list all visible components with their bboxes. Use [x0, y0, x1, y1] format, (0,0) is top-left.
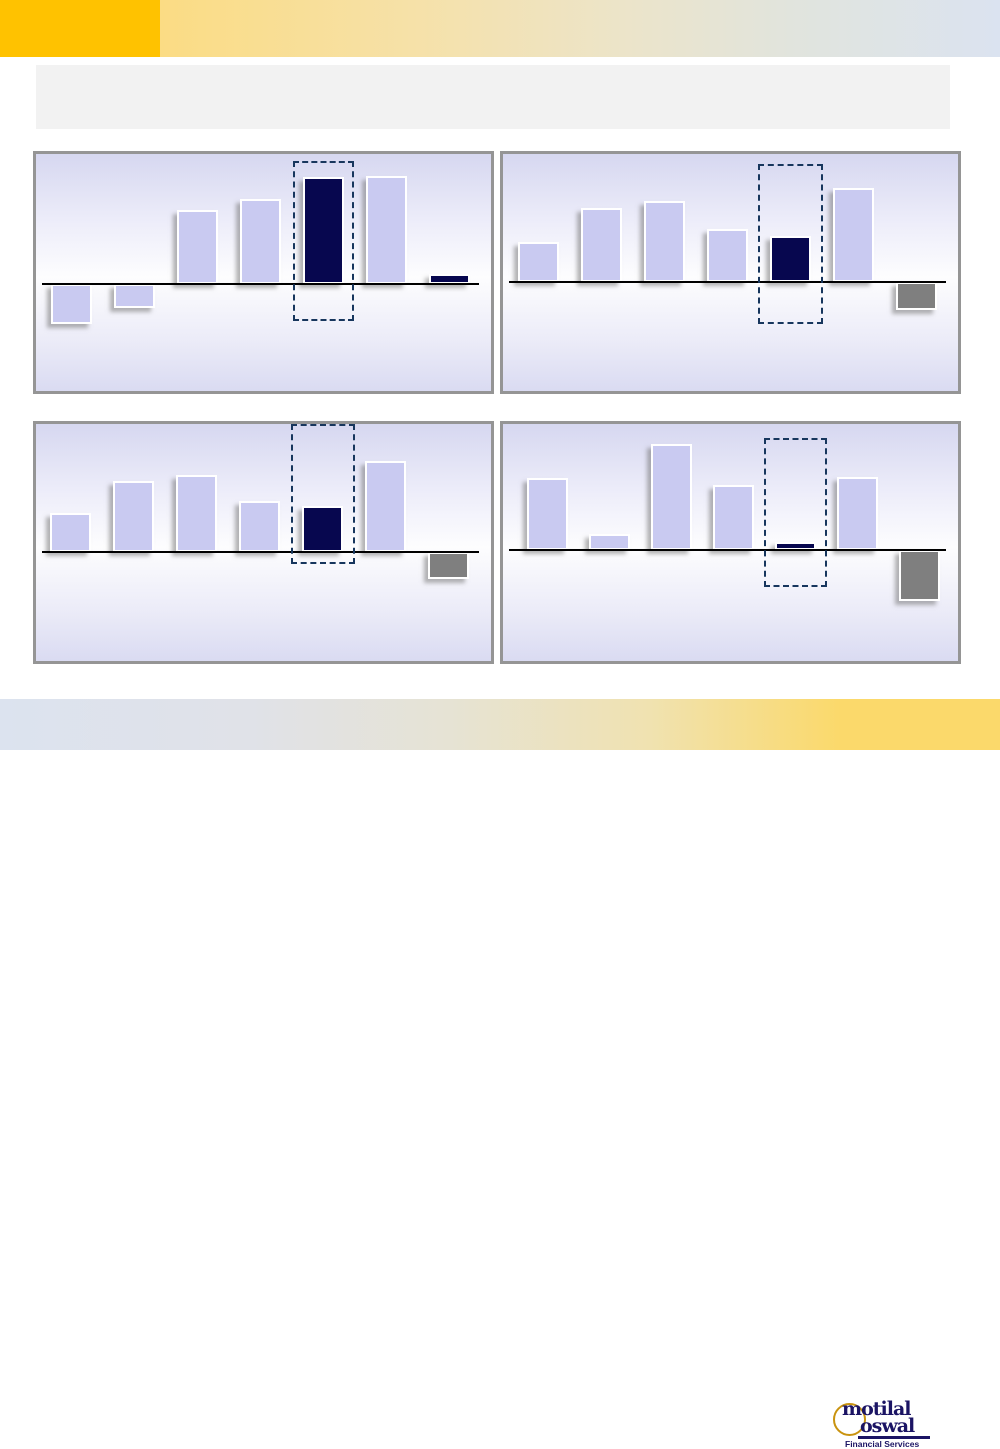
footer-band: motilal oswal Financial Services	[0, 699, 1000, 1449]
chart-plot-area	[36, 424, 491, 661]
axis-baseline	[42, 551, 479, 553]
logo-text-line2: oswal	[860, 1415, 915, 1437]
chart-plot-area	[503, 154, 958, 391]
bar-3-light[interactable]	[644, 201, 685, 282]
bar-3-light[interactable]	[176, 475, 217, 552]
bar-chart-panel-top-right[interactable]	[500, 151, 961, 394]
bar-4-light[interactable]	[240, 199, 281, 284]
bar-6-light[interactable]	[837, 477, 878, 550]
bar-3-light[interactable]	[651, 444, 692, 550]
bar-1-light[interactable]	[51, 284, 92, 324]
header-band	[0, 0, 1000, 57]
bar-6-light[interactable]	[365, 461, 406, 552]
selection-dashed-box	[293, 161, 354, 321]
title-placeholder[interactable]	[36, 65, 950, 129]
bar-4-light[interactable]	[707, 229, 748, 282]
motilal-oswal-logo: motilal oswal Financial Services	[833, 1400, 941, 1449]
axis-baseline	[42, 283, 479, 285]
bar-chart-panel-bottom-right[interactable]	[500, 421, 961, 664]
bar-chart-panel-top-left[interactable]	[33, 151, 494, 394]
selection-dashed-box	[758, 164, 823, 324]
bar-3-light[interactable]	[177, 210, 218, 284]
bar-7-gray[interactable]	[428, 552, 469, 579]
bar-2-light[interactable]	[581, 208, 622, 282]
bar-4-light[interactable]	[239, 501, 280, 552]
axis-baseline	[509, 549, 946, 551]
chart-plot-area	[503, 424, 958, 661]
bar-2-light[interactable]	[589, 534, 630, 550]
header-gradient-strip	[160, 0, 1000, 57]
bar-1-light[interactable]	[50, 513, 91, 552]
bar-5-dark[interactable]	[302, 506, 343, 552]
bar-6-light[interactable]	[366, 176, 407, 284]
bar-1-light[interactable]	[527, 478, 568, 550]
bar-6-light[interactable]	[833, 188, 874, 282]
header-accent-block	[0, 0, 160, 57]
bar-7-gray[interactable]	[896, 282, 937, 310]
bar-5-dark[interactable]	[303, 177, 344, 284]
bar-chart-panel-bottom-left[interactable]	[33, 421, 494, 664]
chart-plot-area	[36, 154, 491, 391]
bar-2-light[interactable]	[114, 284, 155, 308]
selection-dashed-box	[764, 438, 827, 587]
bar-2-light[interactable]	[113, 481, 154, 552]
bar-7-gray[interactable]	[899, 550, 940, 601]
logo-subtitle: Financial Services	[845, 1439, 920, 1449]
selection-dashed-box	[291, 424, 355, 564]
bar-4-light[interactable]	[713, 485, 754, 550]
axis-baseline	[509, 281, 946, 283]
bar-1-light[interactable]	[518, 242, 559, 282]
